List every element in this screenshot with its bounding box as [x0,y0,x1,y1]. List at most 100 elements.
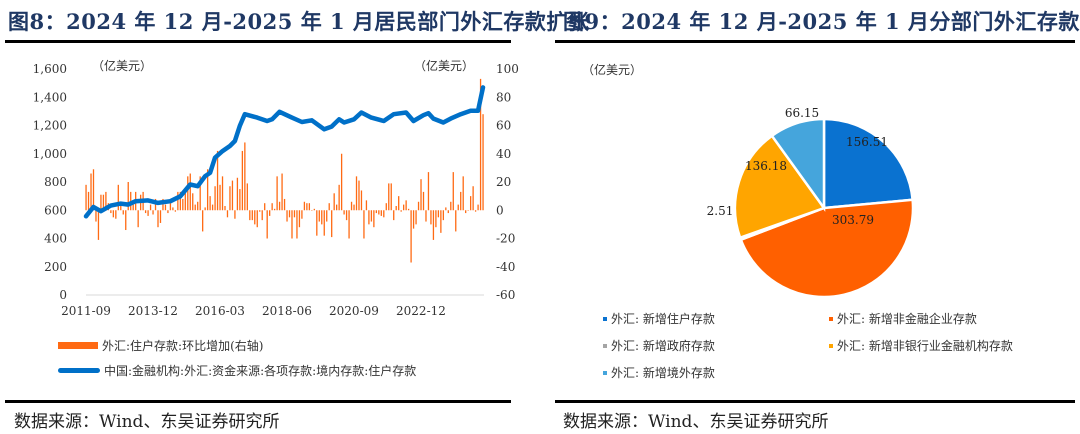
bar-monthly-change [192,193,194,211]
bar-monthly-change [340,153,343,211]
bar-monthly-change [430,210,432,225]
right-axis-tick-label: -40 [496,260,515,274]
bar-monthly-change [345,210,348,221]
bar-monthly-change [90,173,92,211]
pie-legend-overseas: 外汇: 新增境外存款 [603,364,715,381]
bar-monthly-change [271,203,273,211]
bar-monthly-change [202,210,204,232]
bar-monthly-change [427,172,430,211]
legend-item-bar: 外汇:住户存款:环比增加(右轴) [58,337,263,354]
bar-monthly-change [474,210,477,212]
bar-monthly-change [85,184,87,211]
bar-monthly-change [276,176,278,211]
title-rule [555,40,1075,43]
left-axis-tick-label: 0 [59,288,67,302]
bar-monthly-change [122,210,124,215]
bar-monthly-change [442,210,444,221]
bar-monthly-change [100,194,102,211]
bar-monthly-change [338,184,340,211]
bar-monthly-change [179,191,181,211]
pie-legend-nonbank: 外汇: 新增非银行业金融机构存款 [829,337,1013,354]
bar-monthly-change [117,184,119,211]
bar-monthly-change [152,210,154,215]
bar-monthly-change [395,206,397,211]
bar-monthly-change [467,210,469,211]
legend-dot [603,316,607,321]
bar-monthly-change [249,210,251,221]
bar-monthly-change [462,176,464,211]
bar-monthly-change [479,78,482,211]
bar-monthly-change [318,210,320,222]
bar-monthly-change [432,210,435,240]
bar-monthly-change [405,200,407,211]
bar-monthly-change [167,210,169,214]
bar-monthly-change [435,210,437,228]
title-rule [5,40,511,43]
bar-monthly-change [125,210,127,231]
bar-monthly-change [229,186,231,211]
left-axis-tick-label: 800 [44,175,67,189]
right-axis-tick-label: 100 [496,62,519,76]
bar-monthly-change [298,210,301,228]
bar-monthly-change [197,201,199,211]
bar-monthly-change [281,173,283,211]
slice-label-nonfinancial: 303.79 [832,213,874,227]
bar-monthly-change [472,186,474,211]
legend-swatch-blue [58,368,100,373]
bar-monthly-change [403,204,405,211]
bar-monthly-change [221,176,224,211]
bar-monthly-change [244,142,246,211]
bar-monthly-change [115,210,117,219]
bar-monthly-change [184,193,186,211]
bar-monthly-change [283,198,286,211]
bar-monthly-change [296,210,298,239]
bar-monthly-change [457,204,459,211]
x-axis-tick-label: 2020-09 [329,304,379,318]
data-source-note: 数据来源：Wind、东吴证券研究所 [14,412,280,432]
bar-monthly-change [301,210,303,219]
bar-monthly-change [137,210,139,228]
right-axis-tick-label: 60 [496,119,511,133]
source-rule [555,400,1075,403]
bar-monthly-change [226,210,229,218]
bar-monthly-change [127,182,129,211]
right-axis-tick-label: 20 [496,175,511,189]
left-axis-tick-label: 200 [44,260,67,274]
bar-monthly-change [365,200,368,211]
pie-legend-household: 外汇: 新增住户存款 [603,310,715,327]
bar-monthly-change [174,210,177,212]
bar-monthly-change [120,206,122,211]
bar-monthly-change [216,150,219,211]
bar-monthly-change [261,210,263,221]
bar-monthly-change [380,210,382,216]
right-axis-tick-label: 0 [496,203,504,217]
bar-monthly-change [204,207,206,211]
bar-monthly-change [288,210,291,218]
bar-monthly-change [308,203,311,211]
source-rule [5,400,511,403]
bar-monthly-change [445,207,447,211]
bar-monthly-change [358,180,360,211]
bar-monthly-change [400,210,402,212]
bar-monthly-change [407,208,410,211]
bar-monthly-change [256,210,258,228]
bar-monthly-change [469,196,472,211]
pie-unit: （亿美元） [582,62,642,77]
x-axis-tick-label: 2011-09 [61,304,111,318]
left-axis-tick-label: 600 [44,203,67,217]
bar-monthly-change [102,194,105,211]
bar-monthly-change [415,210,417,225]
bar-monthly-change [194,204,196,211]
bar-monthly-change [368,210,370,225]
legend-label: 外汇:住户存款:环比增加(右轴) [102,339,264,353]
bar-monthly-change [420,179,422,211]
bar-monthly-change [370,210,373,222]
legend-dot [603,343,607,348]
x-axis-tick-label: 2013-12 [128,304,178,318]
bar-monthly-change [97,210,100,240]
bar-monthly-change [437,210,440,218]
legend-label: 外汇: 新增非银行业金融机构存款 [837,339,1013,353]
slice-label-government: 2.51 [707,204,734,218]
bar-monthly-change [177,191,179,211]
